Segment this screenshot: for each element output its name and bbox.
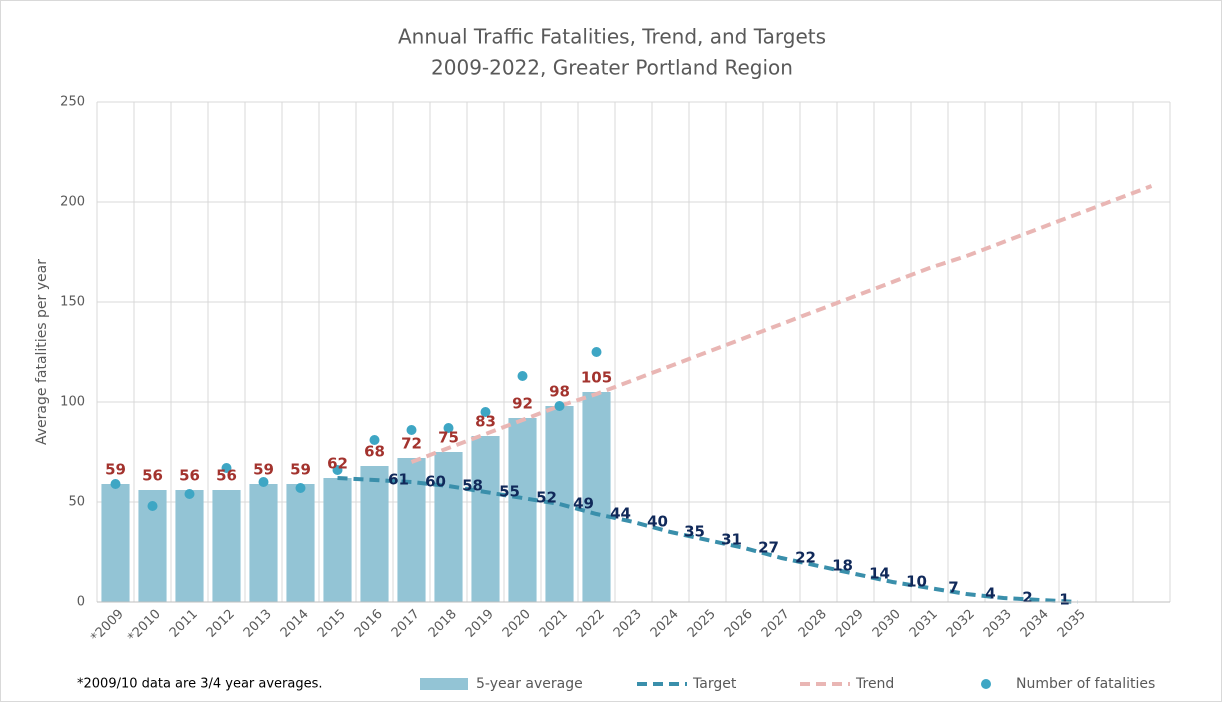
legend-label: Trend: [855, 676, 894, 692]
bar: [249, 484, 278, 602]
bar-value-label: 62: [327, 455, 348, 473]
scatter-point: [147, 501, 158, 511]
legend-label: 5-year average: [476, 676, 583, 692]
bar-value-label: 92: [512, 395, 533, 413]
y-tick-label: 0: [77, 595, 85, 610]
line-value-label: 22: [795, 549, 816, 567]
scatter-point: [110, 479, 121, 489]
line-value-label: 49: [573, 495, 594, 513]
scatter-point: [221, 463, 232, 473]
bar-value-label: 59: [290, 461, 311, 479]
line-value-label: 7: [948, 579, 958, 597]
line-value-label: 44: [610, 505, 631, 523]
line-value-label: 55: [499, 483, 520, 501]
grid: [96, 101, 1171, 603]
line-value-label: 35: [684, 523, 705, 541]
bar-value-label: 56: [179, 467, 200, 485]
line-value-label: 31: [721, 531, 742, 549]
bar: [286, 484, 315, 602]
line-value-label: 61: [388, 471, 409, 489]
scatter-point: [554, 401, 565, 411]
line-value-label: 27: [758, 539, 779, 557]
scatter-point: [517, 371, 528, 381]
bar: [508, 418, 537, 602]
bar-value-label: 56: [216, 467, 237, 485]
scatter-point: [332, 465, 343, 475]
bar: [471, 436, 500, 602]
bar: [360, 466, 389, 602]
y-tick-label: 200: [60, 195, 85, 210]
bar-value-label: 56: [142, 467, 163, 485]
scatter-point: [443, 423, 454, 433]
line-value-label: 1: [1059, 591, 1069, 609]
bar: [101, 484, 130, 602]
bar-value-label: 59: [105, 461, 126, 479]
bar: [212, 490, 241, 602]
line: [337, 476, 1078, 604]
bar-value-label: 68: [364, 443, 385, 461]
legend-label: Target: [692, 676, 737, 692]
chart-subtitle: 2009-2022, Greater Portland Region: [431, 56, 793, 80]
y-axis-label: Average fatalities per year: [34, 259, 50, 445]
bar-value-label: 83: [475, 413, 496, 431]
bar-value-label: 98: [549, 383, 570, 401]
scatter-point: [369, 435, 380, 445]
chart-title: Annual Traffic Fatalities, Trend, and Ta…: [398, 25, 826, 49]
line-value-label: 58: [462, 477, 483, 495]
scatter-point: [258, 477, 269, 487]
line-value-label: 2: [1022, 589, 1032, 607]
bar-value-label: 105: [581, 369, 612, 387]
scatter-point: [591, 347, 602, 357]
line-value-label: 40: [647, 513, 668, 531]
bar-value-label: 72: [401, 435, 422, 453]
legend-swatch: [420, 678, 468, 690]
bar: [323, 478, 352, 602]
scatter-point: [480, 407, 491, 417]
legend-label: Number of fatalities: [1016, 676, 1155, 692]
legend-swatch: [981, 679, 991, 689]
y-tick-label: 150: [60, 295, 85, 310]
line-value-label: 60: [425, 473, 446, 491]
scatter-point: [295, 483, 306, 493]
y-tick-label: 100: [60, 395, 85, 410]
line-value-label: 4: [985, 585, 995, 603]
footnote: *2009/10 data are 3/4 year averages.: [77, 677, 323, 692]
scatter-point: [406, 425, 417, 435]
line-value-label: 14: [869, 565, 890, 583]
bar: [175, 490, 204, 602]
line-value-label: 18: [832, 557, 853, 575]
line-value-label: 10: [906, 573, 927, 591]
bar: [582, 392, 611, 602]
y-tick-label: 50: [68, 495, 85, 510]
line-value-label: 52: [536, 489, 557, 507]
scatter-point: [184, 489, 195, 499]
bar-value-label: 75: [438, 429, 459, 447]
bar-value-label: 59: [253, 461, 274, 479]
line: [410, 184, 1153, 464]
y-tick-label: 250: [60, 95, 85, 110]
bar: [434, 452, 463, 602]
